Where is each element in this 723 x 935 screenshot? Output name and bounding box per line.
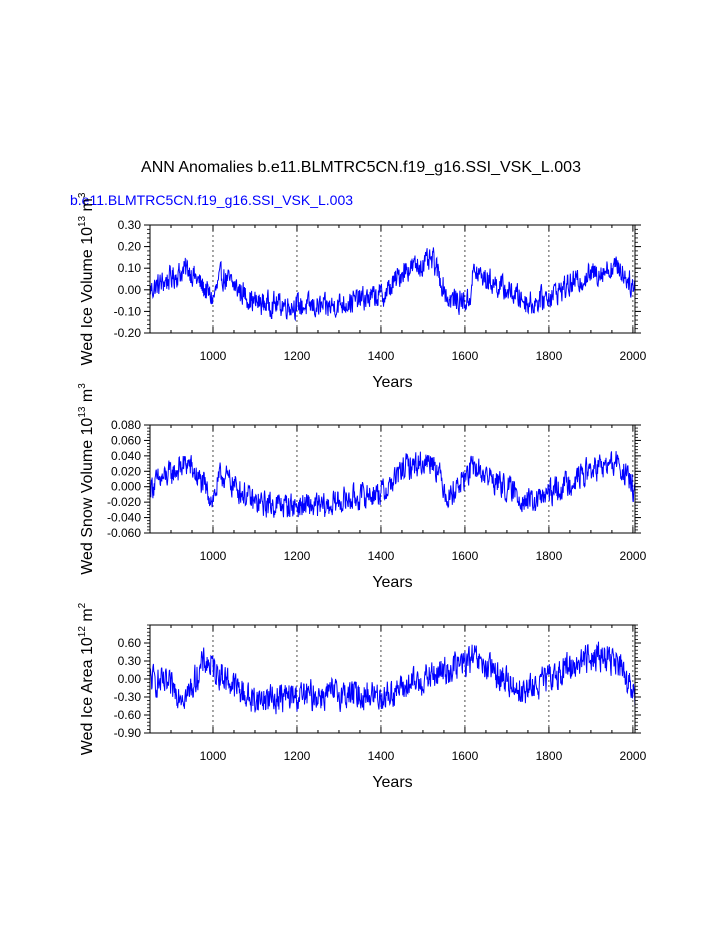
panel-snow-volume: 1000 1200 1400 1600 1800 2000 -0.060-0.040 -0.0… — [77, 383, 647, 591]
figure-subtitle: b.e11.BLMTRC5CN.f19_g16.SSI_VSK_L.003 — [70, 192, 353, 208]
panel-ice-area: 1000 1200 1400 1600 1800 2000 -0.90 -0.60 -0.30 0… — [77, 602, 647, 791]
y-tick-label: -0.20 — [114, 326, 142, 340]
y-tick-label: -0.020 — [107, 495, 141, 509]
figure-title: ANN Anomalies b.e11.BLMTRC5CN.f19_g16.SS… — [141, 159, 581, 176]
y-tick-label: -0.90 — [114, 726, 142, 740]
y-tick-label: -0.60 — [114, 708, 142, 722]
x-tick-label: 1800 — [536, 749, 563, 763]
y-tick-label: 0.080 — [111, 418, 141, 432]
y-tick-label: 0.60 — [118, 636, 142, 650]
x-tick-label: 1200 — [284, 749, 311, 763]
y-tick-label: 0.00 — [118, 283, 142, 297]
x-tick-label: 1000 — [200, 749, 227, 763]
y-tick-label: 0.00 — [118, 672, 142, 686]
x-tick-label: 1800 — [536, 549, 563, 563]
y-tick-label: -0.060 — [107, 526, 141, 540]
y-axis-label: Wed Ice Volume 1013 m3 — [77, 192, 96, 365]
y-tick-label: -0.040 — [107, 511, 141, 525]
series-line — [149, 641, 636, 715]
x-tick-label: 1200 — [284, 349, 311, 363]
y-tick-label: -0.10 — [114, 304, 142, 318]
y-tick-label: -0.30 — [114, 690, 142, 704]
y-tick-label: 0.040 — [111, 449, 141, 463]
x-axis-label: Years — [372, 774, 412, 791]
y-tick-label: 0.060 — [111, 433, 141, 447]
x-tick-label: 1400 — [368, 349, 395, 363]
y-tick-label: 0.10 — [118, 261, 142, 275]
y-tick-label: 0.000 — [111, 480, 141, 494]
x-tick-label: 1800 — [536, 349, 563, 363]
x-tick-label: 1400 — [368, 749, 395, 763]
y-tick-label: 0.30 — [118, 218, 142, 232]
y-axis-label: Wed Snow Volume 1013 m3 — [77, 383, 96, 575]
x-tick-label: 1600 — [452, 749, 479, 763]
x-tick-label: 1000 — [200, 349, 227, 363]
x-axis-label: Years — [372, 374, 412, 391]
y-tick-label: 0.020 — [111, 464, 141, 478]
x-axis-label: Years — [372, 574, 412, 591]
plot-frame — [149, 424, 636, 534]
x-tick-label: 1600 — [452, 349, 479, 363]
x-tick-label: 1600 — [452, 549, 479, 563]
y-tick-label: 0.30 — [118, 654, 142, 668]
x-tick-label: 2000 — [620, 749, 647, 763]
x-tick-label: 1400 — [368, 549, 395, 563]
series-line — [149, 247, 636, 322]
y-tick-label: 0.20 — [118, 240, 142, 254]
panel-ice-volume: 1000 1200 1400 1600 1800 2000 -0.20 -0.10 0.00 0.… — [77, 192, 647, 391]
x-tick-label: 2000 — [620, 349, 647, 363]
x-tick-label: 1200 — [284, 549, 311, 563]
x-tick-label: 1000 — [200, 549, 227, 563]
plot-frame — [149, 224, 636, 334]
series-line — [149, 451, 636, 518]
y-axis-label: Wed Ice Area 1012 m2 — [77, 602, 96, 755]
x-tick-label: 2000 — [620, 549, 647, 563]
